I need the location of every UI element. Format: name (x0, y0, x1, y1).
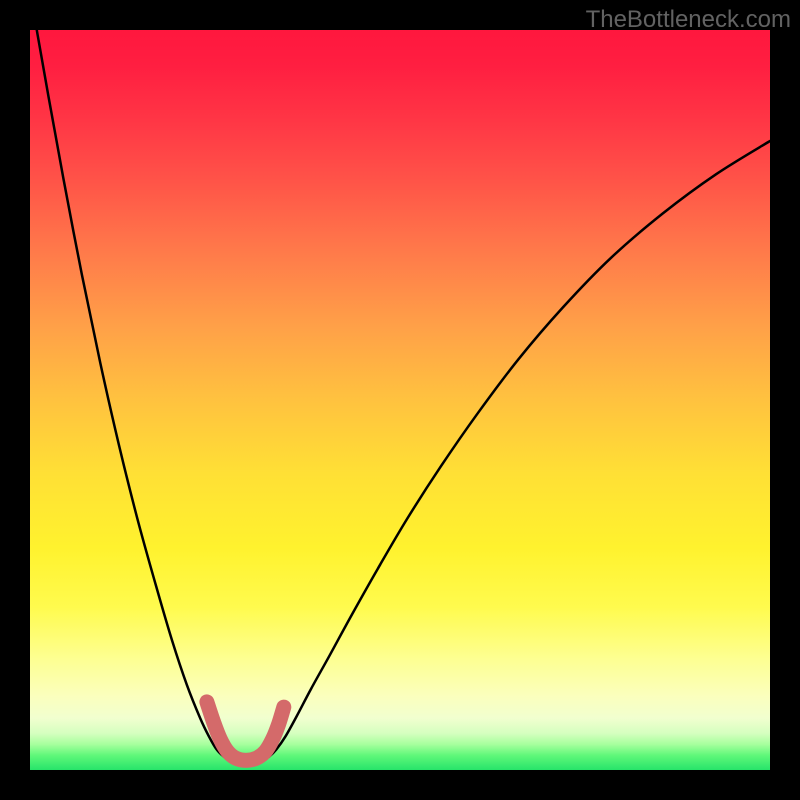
gradient-background (30, 30, 770, 770)
plot-area (30, 30, 770, 770)
chart-svg (30, 30, 770, 770)
watermark-text: TheBottleneck.com (586, 6, 791, 34)
